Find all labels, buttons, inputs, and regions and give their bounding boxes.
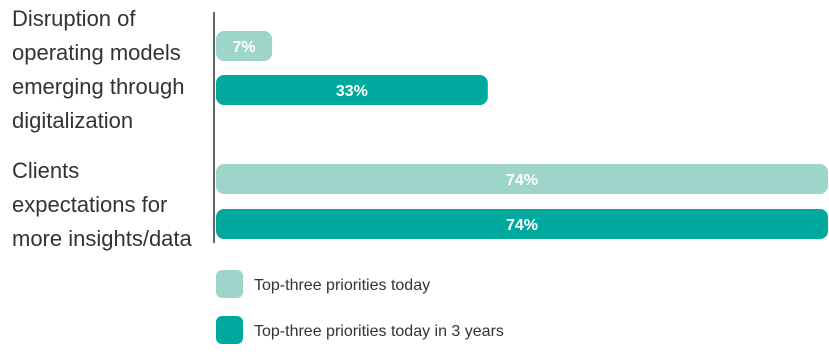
bar <box>216 164 828 194</box>
bar-value-label: 7% <box>232 39 255 56</box>
category-label: Disruption of operating models emerging th… <box>12 6 184 133</box>
bar-value-label: 74% <box>506 217 538 234</box>
bar <box>216 209 828 239</box>
legend-swatch <box>216 270 243 298</box>
category-label-line: Clients <box>12 158 79 183</box>
category-label-line: Disruption of <box>12 6 136 31</box>
bar <box>216 31 273 61</box>
bar-value-label: 74% <box>506 172 538 189</box>
legend-label: Top-three priorities today in 3 years <box>254 323 504 340</box>
legend-swatch <box>216 316 243 344</box>
category-label-line: more insights/data <box>12 226 193 251</box>
category-label-line: expectations for <box>12 192 167 217</box>
legend-label: Top-three priorities today <box>254 277 430 294</box>
category-label-line: digitalization <box>12 108 133 133</box>
bar-value-label: 33% <box>336 83 368 100</box>
category-label-line: operating models <box>12 40 181 65</box>
category-label-line: emerging through <box>12 74 184 99</box>
bar <box>216 75 488 105</box>
category-label: Clients expectations for more insights/dat… <box>12 158 193 251</box>
